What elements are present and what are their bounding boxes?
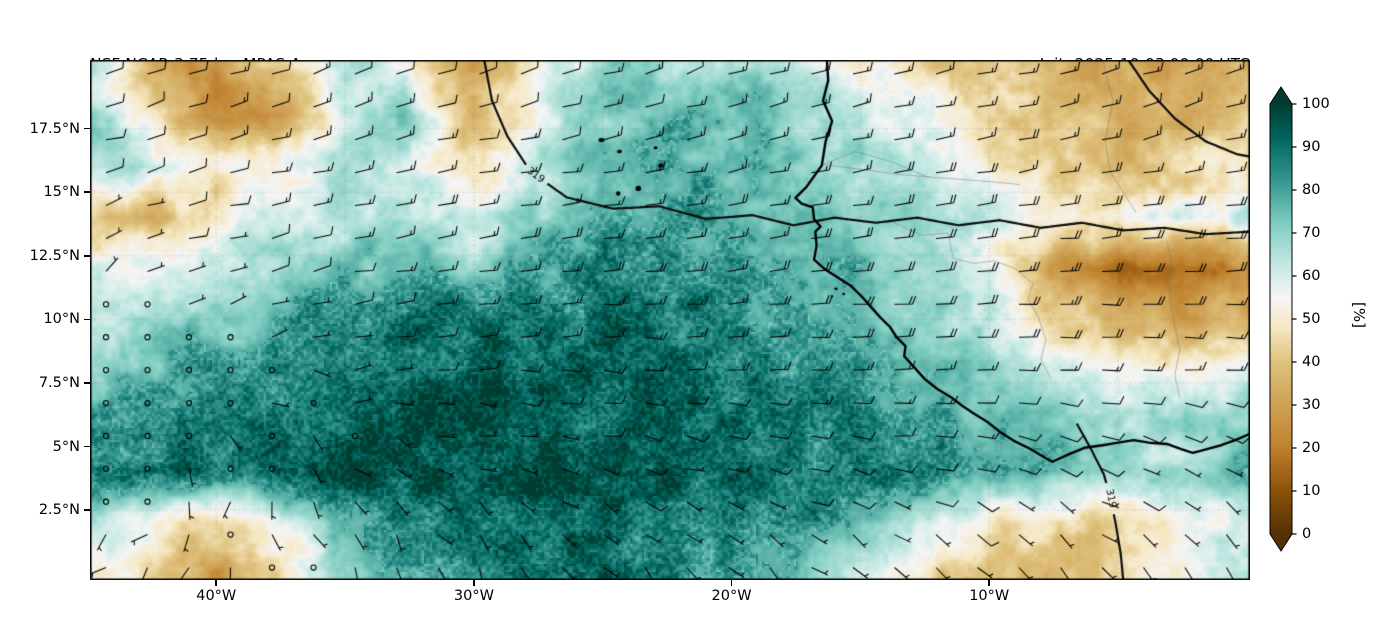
y-tick-mark xyxy=(84,191,90,194)
colorbar-tick-label: 10 xyxy=(1302,483,1321,499)
colorbar-tick-label: 60 xyxy=(1302,268,1321,284)
y-tick-mark xyxy=(84,318,90,321)
colorbar-unit-label: [%] xyxy=(1350,302,1368,328)
colorbar-tick-label: 50 xyxy=(1302,311,1321,327)
colorbar-tick-label: 70 xyxy=(1302,225,1321,241)
y-tick-label: 10°N xyxy=(43,311,80,328)
y-tick-mark xyxy=(84,509,90,511)
x-tick-mark xyxy=(215,580,218,586)
y-tick-label: 17.5°N xyxy=(29,120,80,137)
y-tick-mark xyxy=(84,445,90,448)
colorbar-tick-label: 100 xyxy=(1302,96,1330,112)
y-tick-label: 2.5°N xyxy=(38,502,80,519)
y-tick-mark xyxy=(84,127,90,130)
y-tick-mark xyxy=(84,254,90,257)
colorbar-tick-label: 20 xyxy=(1302,440,1321,456)
y-tick-label: 12.5°N xyxy=(29,247,80,264)
colorbar-tick-label: 0 xyxy=(1302,526,1312,542)
colorbar-tick-label: 90 xyxy=(1302,139,1321,155)
x-tick-mark xyxy=(473,580,475,586)
x-tick-mark xyxy=(988,580,991,586)
x-tick-label: 30°W xyxy=(453,588,494,604)
y-tick-mark xyxy=(84,382,90,384)
colorbar-tick-label: 40 xyxy=(1302,354,1321,370)
colorbar-swatch xyxy=(1269,86,1293,552)
x-tick-label: 40°W xyxy=(196,588,237,604)
colorbar-gradient xyxy=(1269,86,1297,552)
y-tick-label: 7.5°N xyxy=(38,374,80,391)
rh-wind-map-canvas xyxy=(90,60,1250,580)
y-tick-label: 15°N xyxy=(43,184,80,201)
y-tick-label: 5°N xyxy=(52,438,80,455)
x-tick-mark xyxy=(730,580,733,586)
colorbar-tick-label: 80 xyxy=(1302,182,1321,198)
x-tick-label: 10°W xyxy=(969,588,1010,604)
colorbar-tick-label: 30 xyxy=(1302,397,1321,413)
x-tick-label: 20°W xyxy=(711,588,752,604)
